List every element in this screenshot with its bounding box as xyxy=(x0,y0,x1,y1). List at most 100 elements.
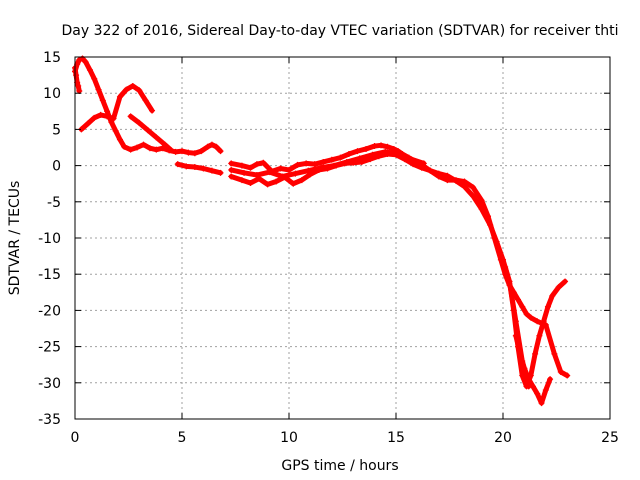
data-point xyxy=(427,167,434,174)
data-point xyxy=(328,156,335,163)
data-point xyxy=(142,97,149,104)
data-point xyxy=(318,164,325,171)
data-point xyxy=(470,193,477,200)
data-point xyxy=(544,303,551,310)
data-point xyxy=(144,127,151,134)
x-tick-label: 10 xyxy=(280,430,298,446)
data-point xyxy=(161,141,168,148)
data-point xyxy=(99,97,106,104)
data-point xyxy=(547,376,554,383)
data-point xyxy=(382,148,389,155)
data-series xyxy=(72,55,571,407)
data-point xyxy=(542,387,549,394)
data-point xyxy=(395,151,402,158)
data-point xyxy=(253,161,260,168)
y-tick-label: -30 xyxy=(38,376,61,392)
data-point xyxy=(502,263,509,270)
data-point xyxy=(174,161,181,168)
data-point xyxy=(523,383,530,390)
data-point xyxy=(200,165,207,172)
data-point xyxy=(478,197,485,204)
data-point xyxy=(506,278,513,285)
y-axis-label: SDTVAR / TECUs xyxy=(7,181,23,296)
x-axis-label: GPS time / hours xyxy=(281,458,398,474)
data-point xyxy=(512,332,519,339)
series-arc-5 xyxy=(174,161,224,176)
data-point xyxy=(371,143,378,150)
data-point xyxy=(444,172,451,179)
chart-title: Day 322 of 2016, Sidereal Day-to-day VTE… xyxy=(62,23,619,39)
data-point xyxy=(76,56,83,63)
data-point xyxy=(303,160,310,167)
data-point xyxy=(217,148,224,155)
data-point xyxy=(134,144,141,151)
axis-ticks: 0 5 10 15 20 25 15 10 5 0 -5 -10 -15 -20 -25 -30 -35 xyxy=(38,50,619,446)
data-point xyxy=(523,311,530,318)
data-point xyxy=(532,350,539,357)
data-point xyxy=(549,292,556,299)
data-point xyxy=(277,165,284,172)
data-point xyxy=(191,150,198,157)
data-point xyxy=(320,158,327,165)
y-tick-label: -10 xyxy=(38,231,61,247)
data-point xyxy=(153,146,160,153)
x-tick-label: 25 xyxy=(601,430,619,446)
y-tick-label: -15 xyxy=(38,267,61,283)
data-point xyxy=(91,114,98,121)
data-point xyxy=(191,164,198,171)
y-tick-label: -5 xyxy=(47,195,61,211)
data-point xyxy=(292,170,299,177)
data-point xyxy=(204,143,211,150)
data-point xyxy=(461,178,468,185)
data-point xyxy=(510,307,517,314)
data-point xyxy=(279,173,286,180)
data-point xyxy=(208,167,215,174)
y-tick-label: 10 xyxy=(43,86,61,102)
data-point xyxy=(241,169,248,176)
data-point xyxy=(116,136,123,143)
y-tick-label: -35 xyxy=(38,412,61,428)
data-point xyxy=(470,184,477,191)
data-point xyxy=(238,162,245,169)
series-arc-3 xyxy=(78,82,156,133)
data-point xyxy=(110,115,117,122)
series-trace xyxy=(78,83,155,132)
data-point xyxy=(343,158,350,165)
series-trace xyxy=(502,264,568,389)
x-tick-label: 5 xyxy=(178,430,187,446)
data-point xyxy=(418,164,425,171)
data-point xyxy=(305,167,312,174)
data-point xyxy=(153,134,160,141)
data-point xyxy=(172,148,179,155)
data-point xyxy=(363,145,370,152)
data-point xyxy=(354,148,361,155)
data-point xyxy=(534,390,541,397)
y-tick-label: 15 xyxy=(43,50,61,66)
data-point xyxy=(266,169,273,176)
data-point xyxy=(564,372,571,379)
data-point xyxy=(273,178,280,185)
data-point xyxy=(79,55,86,62)
data-point xyxy=(91,75,98,82)
data-point xyxy=(116,93,123,100)
data-point xyxy=(198,148,205,155)
data-point xyxy=(517,350,524,357)
data-point xyxy=(127,113,134,120)
data-point xyxy=(562,278,569,285)
data-point xyxy=(519,303,526,310)
data-point xyxy=(534,318,541,325)
data-point xyxy=(121,143,128,150)
data-point xyxy=(525,376,532,383)
data-point xyxy=(228,160,235,167)
series-arc-10 xyxy=(512,332,554,407)
data-point xyxy=(86,67,93,74)
data-point xyxy=(129,82,136,89)
data-point xyxy=(521,365,528,372)
data-point xyxy=(104,113,111,120)
data-point xyxy=(208,141,215,148)
data-point xyxy=(538,400,545,407)
data-point xyxy=(378,142,385,149)
series-arc-4 xyxy=(127,113,175,154)
data-point xyxy=(264,181,271,188)
